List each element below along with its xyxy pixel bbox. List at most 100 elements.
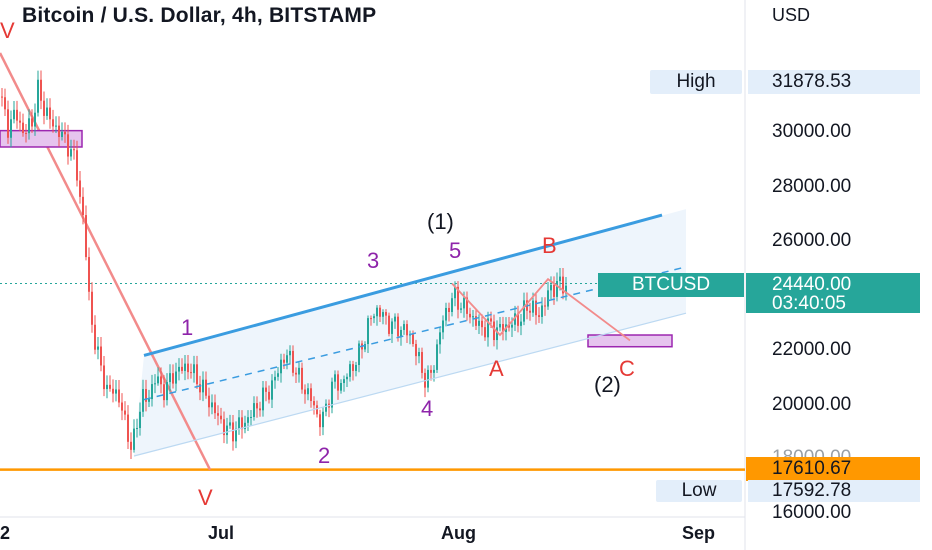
candle xyxy=(553,276,555,305)
candle-body xyxy=(193,364,195,374)
candle-body xyxy=(19,120,21,123)
candle xyxy=(235,421,237,449)
candle xyxy=(52,109,54,133)
candle-body xyxy=(454,286,456,299)
candle xyxy=(127,405,129,450)
candle xyxy=(289,345,291,365)
candle-body xyxy=(469,313,471,318)
candle xyxy=(115,379,117,402)
candle-body xyxy=(109,384,111,389)
candle-body xyxy=(448,307,450,313)
candle-body xyxy=(556,281,558,297)
candle-body xyxy=(466,297,468,314)
candle xyxy=(520,313,522,336)
candle-body xyxy=(295,372,297,375)
candle xyxy=(385,309,387,325)
candle-body xyxy=(550,284,552,291)
candle-body xyxy=(529,310,531,313)
candle xyxy=(376,305,378,326)
candle xyxy=(271,374,273,409)
candle xyxy=(211,394,213,415)
wave-label-c: C xyxy=(619,356,635,381)
candle xyxy=(178,358,180,381)
candle xyxy=(61,122,63,141)
candle-body xyxy=(334,374,336,382)
candle xyxy=(325,399,327,417)
candle xyxy=(193,355,195,383)
candle xyxy=(457,281,459,319)
candle-body xyxy=(277,373,279,377)
candle-body xyxy=(364,344,366,350)
candle-body xyxy=(1,96,3,98)
candle xyxy=(175,362,177,392)
candle xyxy=(190,363,192,379)
candle xyxy=(91,282,93,333)
candle-body xyxy=(379,307,381,317)
candle xyxy=(559,268,561,291)
candle-body xyxy=(139,411,141,429)
candle-body xyxy=(559,276,561,282)
candle xyxy=(40,70,42,110)
candle-body xyxy=(325,403,327,412)
candle xyxy=(217,405,219,426)
candle-body xyxy=(127,414,129,442)
candle xyxy=(298,362,300,383)
candle xyxy=(88,247,90,301)
candle-body xyxy=(250,416,252,418)
candle xyxy=(4,88,6,117)
candle xyxy=(118,380,120,408)
candle xyxy=(388,312,390,337)
candle-body xyxy=(25,133,27,135)
candle xyxy=(256,396,258,418)
candle-body xyxy=(544,305,546,307)
candle-body xyxy=(85,215,87,258)
candle-body xyxy=(181,366,183,371)
candle-body xyxy=(511,324,513,328)
candle-body xyxy=(49,107,51,120)
candle xyxy=(535,292,537,325)
candle xyxy=(322,407,324,436)
candle xyxy=(427,365,429,393)
candle xyxy=(184,354,186,381)
candle-body xyxy=(142,389,144,412)
candle-body xyxy=(172,373,174,384)
candle-body xyxy=(70,149,72,157)
candle-body xyxy=(433,369,435,373)
candle xyxy=(364,341,366,353)
candle xyxy=(448,302,450,322)
price-tick-22000: 22000.00 xyxy=(772,339,852,360)
candle-body xyxy=(154,383,156,385)
candle xyxy=(19,111,21,132)
candle xyxy=(55,116,57,134)
candle-body xyxy=(382,312,384,317)
symbol-tag[interactable]: BTCUSD xyxy=(598,273,744,297)
candle xyxy=(58,116,60,147)
candle xyxy=(547,282,549,310)
candle-body xyxy=(259,408,261,411)
candle-body xyxy=(244,422,246,430)
candle-body xyxy=(34,112,36,127)
candle xyxy=(259,401,261,417)
candle xyxy=(538,307,540,323)
candle xyxy=(523,292,525,326)
candle-body xyxy=(388,315,390,334)
candle-body xyxy=(40,79,42,101)
candle-body xyxy=(82,196,84,216)
candle xyxy=(313,396,315,415)
last-price-tag[interactable]: 24440.00 03:40:05 xyxy=(746,273,920,313)
candle xyxy=(562,267,564,300)
candle-body xyxy=(478,320,480,326)
candle-body xyxy=(22,122,24,134)
candle xyxy=(226,417,228,444)
candle xyxy=(220,407,222,424)
candle-body xyxy=(91,291,93,325)
candle xyxy=(205,371,207,399)
candle xyxy=(550,276,552,300)
candle-body xyxy=(130,441,132,450)
degree-label-1: (1) xyxy=(427,209,454,234)
support-price-tag[interactable]: 17610.67 xyxy=(746,457,920,481)
candle-body xyxy=(100,346,102,366)
candle-body xyxy=(163,384,165,401)
target-box xyxy=(587,334,673,348)
